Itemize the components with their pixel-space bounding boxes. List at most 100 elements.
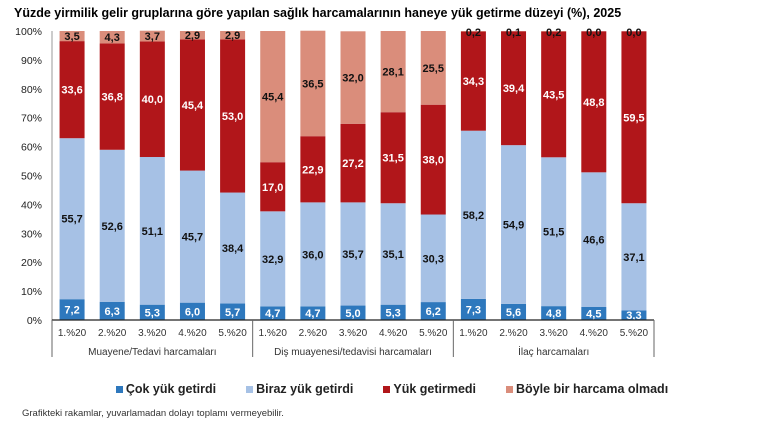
bar-segment xyxy=(260,211,286,307)
data-label: 40,0 xyxy=(142,94,163,106)
bar-segment xyxy=(541,31,567,158)
data-label: 39,4 xyxy=(503,83,525,95)
data-label: 51,5 xyxy=(543,227,564,239)
y-tick-label: 80% xyxy=(21,84,42,96)
x-tick-label: 5.%20 xyxy=(620,328,649,339)
data-label: 32,0 xyxy=(342,73,363,85)
data-label: 5,3 xyxy=(145,307,160,319)
x-tick-label: 4.%20 xyxy=(379,328,408,339)
data-label: 30,3 xyxy=(423,253,444,265)
bar-segment xyxy=(460,298,486,320)
data-label: 0,2 xyxy=(466,27,481,39)
data-label: 36,0 xyxy=(302,249,323,261)
bar-segment xyxy=(340,31,366,124)
bar-segment xyxy=(220,192,246,304)
data-label: 27,2 xyxy=(342,158,363,170)
data-label: 34,3 xyxy=(463,76,484,88)
data-label: 53,0 xyxy=(222,111,243,123)
data-label: 45,4 xyxy=(262,92,284,104)
data-label: 0,0 xyxy=(586,27,601,39)
data-label: 3,7 xyxy=(145,31,160,43)
x-tick-label: 3.%20 xyxy=(138,328,167,339)
bar-segment xyxy=(59,31,85,42)
y-tick-label: 0% xyxy=(27,315,42,327)
y-tick-label: 40% xyxy=(21,199,42,211)
bar-segment xyxy=(380,203,406,305)
bar-segment xyxy=(59,299,85,320)
bar-segment xyxy=(501,145,527,304)
x-tick-label: 4.%20 xyxy=(178,328,207,339)
data-label: 58,2 xyxy=(463,210,484,222)
data-label: 6,2 xyxy=(426,306,441,318)
bar-segment xyxy=(260,31,286,163)
legend-item: Çok yük getirdi xyxy=(115,382,217,396)
bar-segment xyxy=(420,302,446,320)
bar-segment xyxy=(501,31,527,146)
bar-segment xyxy=(220,31,246,40)
bar-segment xyxy=(300,306,326,320)
data-label: 32,9 xyxy=(262,254,283,266)
data-label: 43,5 xyxy=(543,89,564,101)
data-label: 28,1 xyxy=(382,67,403,79)
y-tick-label: 20% xyxy=(21,257,42,269)
bar-segment xyxy=(139,30,165,42)
legend-swatch xyxy=(115,385,123,393)
bar-segment xyxy=(300,30,326,137)
bar-segment xyxy=(420,104,446,215)
bar-segment xyxy=(99,31,125,44)
bar-segment xyxy=(460,31,486,32)
group-label: İlaç harcamaları xyxy=(518,345,589,358)
data-label: 35,1 xyxy=(382,249,403,261)
bar-segment xyxy=(179,39,205,171)
legend-label: Biraz yük getirdi xyxy=(256,382,354,396)
y-tick-label: 10% xyxy=(21,286,42,298)
y-tick-label: 90% xyxy=(21,55,42,67)
data-label: 36,5 xyxy=(302,78,323,90)
chart-title: Yüzde yirmilik gelir gruplarına göre yap… xyxy=(14,6,622,20)
data-label: 25,5 xyxy=(423,63,444,75)
bar-segment xyxy=(541,306,567,320)
bar-segment xyxy=(220,39,246,193)
x-tick-label: 2.%20 xyxy=(499,328,528,339)
bar-segment xyxy=(260,306,286,320)
data-label: 0,1 xyxy=(506,27,521,39)
data-label: 2,9 xyxy=(225,30,240,42)
bar-segment xyxy=(621,203,647,311)
group-label: Diş muayenesi/tedavisi harcamaları xyxy=(274,347,432,358)
legend-label: Çok yük getirdi xyxy=(125,382,217,396)
data-label: 31,5 xyxy=(382,153,403,165)
x-tick-label: 5.%20 xyxy=(218,328,247,339)
bar-segment xyxy=(179,31,205,40)
data-label: 52,6 xyxy=(101,221,122,233)
data-label: 6,0 xyxy=(185,306,200,318)
bar-segment xyxy=(340,202,366,306)
group-label: Muayene/Tedavi harcamaları xyxy=(88,347,216,358)
bar-segment xyxy=(460,31,486,131)
data-label: 17,0 xyxy=(262,182,283,194)
bar-segment xyxy=(621,310,647,320)
data-label: 45,4 xyxy=(182,100,204,112)
x-tick-label: 2.%20 xyxy=(299,328,328,339)
data-label: 38,4 xyxy=(222,243,244,255)
legend-swatch xyxy=(246,385,254,393)
bar-segment xyxy=(380,31,406,113)
legend: Çok yük getirdi Biraz yük getirdi Yük geti… xyxy=(0,382,784,396)
y-tick-label: 60% xyxy=(21,142,42,154)
bar-segment xyxy=(139,157,165,305)
data-label: 5,7 xyxy=(225,307,240,319)
bar-segment xyxy=(340,123,366,203)
bar-segment xyxy=(581,172,607,307)
x-tick-label: 1.%20 xyxy=(459,328,488,339)
legend-label: Yük getirmedi xyxy=(393,382,477,396)
data-label: 45,7 xyxy=(182,232,203,244)
data-label: 7,2 xyxy=(64,305,79,317)
bar-segment xyxy=(260,162,286,212)
legend-item: Yük getirmedi xyxy=(383,382,476,396)
legend-item: Böyle bir harcama olmadı xyxy=(506,382,668,396)
bar-segment xyxy=(139,304,165,320)
y-tick-label: 30% xyxy=(21,228,42,240)
bar-segment xyxy=(380,112,406,204)
data-label: 7,3 xyxy=(466,304,481,316)
bar-segment xyxy=(581,31,607,173)
data-label: 4,8 xyxy=(546,308,561,320)
